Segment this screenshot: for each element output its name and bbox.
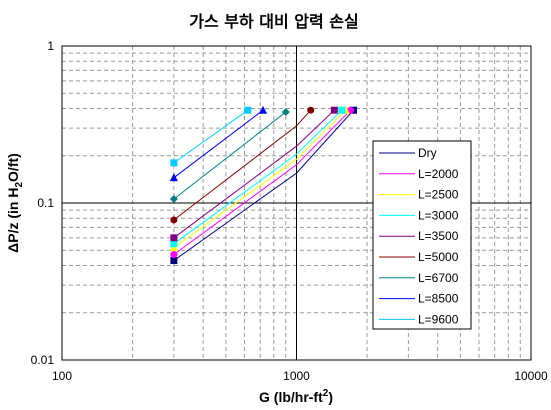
legend-label: Dry: [418, 146, 437, 160]
series-line: [173, 109, 343, 245]
data-point-marker: [170, 240, 178, 248]
chart-title: 가스 부하 대비 압력 손실: [189, 12, 358, 31]
x-axis-label-tail: ): [328, 389, 333, 405]
y-tick-label: 0.1: [37, 196, 54, 210]
y-axis-label-post: O/ft): [5, 153, 21, 182]
data-point-marker: [170, 216, 178, 224]
data-point-marker: [330, 106, 338, 114]
data-point-marker: [347, 106, 355, 114]
data-point-marker: [169, 173, 178, 182]
legend-item: L=2000: [379, 167, 459, 181]
legend-item: L=9600: [379, 312, 459, 326]
legend-item: L=3000: [379, 208, 459, 222]
series-line: [173, 109, 346, 249]
legend-label: L=8500: [418, 292, 459, 306]
y-tick-label: 1: [47, 39, 54, 53]
data-point-marker: [281, 107, 290, 116]
legend-item: L=8500: [379, 292, 459, 306]
x-tick-label: 10000: [514, 369, 548, 383]
legend-label: L=2500: [418, 188, 459, 202]
series-8: [169, 105, 268, 182]
series-2: [170, 106, 355, 258]
legend-item: L=2500: [379, 188, 459, 202]
legend-item: L=6700: [379, 271, 459, 285]
data-point-marker: [170, 250, 178, 258]
series-line: [173, 109, 249, 164]
data-point-marker: [244, 106, 252, 114]
series-6: [170, 106, 315, 224]
plot-border: [61, 45, 532, 361]
x-axis-label: G (lb/hr-ft2): [259, 388, 333, 405]
x-tick-label: 100: [52, 369, 72, 383]
y-axis-label-sub: 2: [14, 182, 25, 188]
legend-label: L=5000: [418, 250, 459, 264]
series-4: [170, 106, 346, 248]
legend-label: L=2000: [418, 167, 459, 181]
series-line: [173, 109, 312, 221]
series-line: [173, 109, 264, 179]
data-point-marker: [170, 257, 178, 265]
series-5: [170, 106, 338, 242]
x-axis-label-sup: 2: [323, 388, 329, 399]
series-line: [173, 111, 287, 200]
legend-item: L=3500: [379, 229, 459, 243]
series-7: [169, 107, 290, 204]
legend-label: L=9600: [418, 312, 459, 326]
y-axis-label-pre: ΔP/z (in H: [5, 188, 21, 253]
legend: Dry L=2000 L=2500 L=3000 L=3500 L=5000 L=6700 L…: [372, 140, 472, 330]
series-line: [173, 109, 351, 255]
legend-label: L=3000: [418, 208, 459, 222]
series-9: [170, 106, 252, 167]
legend-box: [372, 140, 472, 330]
legend-item: Dry: [379, 146, 437, 160]
y-axis-label: ΔP/z (in H2O/ft): [5, 153, 25, 253]
legend-label: L=6700: [418, 271, 459, 285]
data-point-marker: [169, 195, 178, 204]
legend-label: L=3500: [418, 229, 459, 243]
series-layer: [169, 105, 357, 265]
x-tick-label: 1000: [283, 369, 310, 383]
data-point-marker: [170, 234, 178, 242]
x-axis-label-main: G (lb/hr-ft: [259, 389, 323, 405]
data-point-marker: [170, 159, 178, 167]
series-line: [173, 109, 335, 239]
y-tick-label: 0.01: [31, 353, 55, 367]
tick-labels: 100 1000 10000 0.01 0.1 1: [31, 39, 548, 383]
data-point-marker: [338, 106, 346, 114]
data-point-marker: [259, 105, 268, 114]
legend-item: L=5000: [379, 250, 459, 264]
data-point-marker: [307, 106, 315, 114]
series-line: [173, 109, 354, 261]
